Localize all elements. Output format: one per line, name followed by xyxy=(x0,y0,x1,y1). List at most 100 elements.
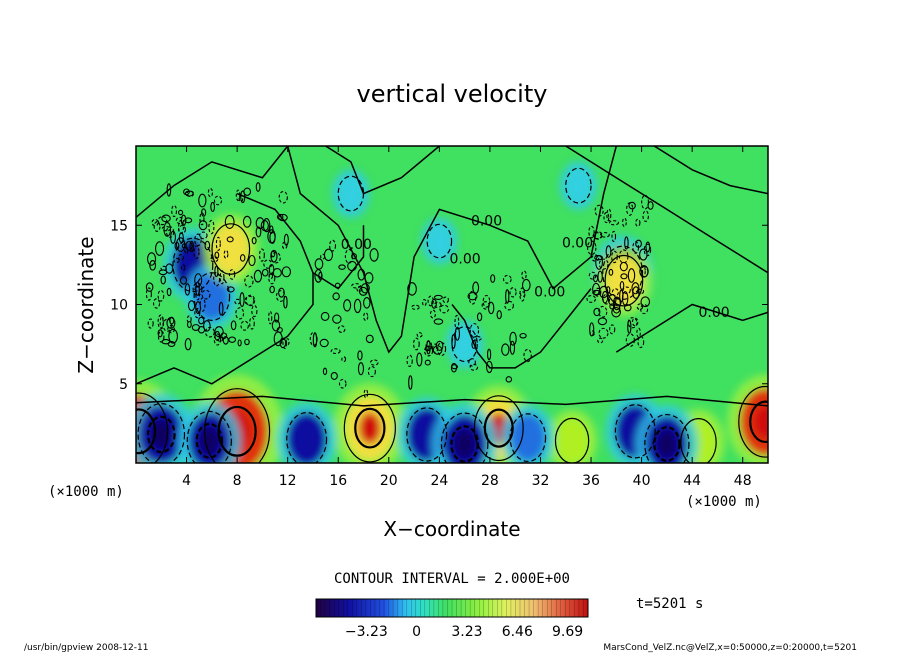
turbulence-contour xyxy=(181,243,187,249)
turbulence-contour xyxy=(166,183,172,197)
turbulence-contour xyxy=(347,260,357,272)
turbulence-contour xyxy=(270,249,278,263)
turbulence-contour xyxy=(199,297,206,312)
turbulence-contour xyxy=(424,359,431,366)
turbulence-contour xyxy=(344,248,354,264)
turbulence-contour xyxy=(509,331,517,346)
zero-contour-line xyxy=(136,395,768,407)
turbulence-contour xyxy=(235,307,245,320)
turbulence-contour xyxy=(213,195,223,206)
turbulence-contour xyxy=(611,230,617,243)
turbulence-contour xyxy=(426,340,431,355)
turbulence-contour xyxy=(636,288,645,295)
colorbar-ticks: −3.23 0 3.23 6.46 9.69 xyxy=(345,624,583,640)
contour-interval-label: CONTOUR INTERVAL = 2.000E+00 xyxy=(334,571,570,587)
contour-ring xyxy=(440,412,489,463)
turbulence-contour xyxy=(357,362,364,376)
turbulence-contour xyxy=(338,378,347,389)
turbulence-contour xyxy=(312,332,318,348)
turbulence-contour xyxy=(215,236,221,251)
y-tick-label: 15 xyxy=(110,218,128,234)
turbulence-contour xyxy=(519,332,527,339)
turbulence-contour xyxy=(173,257,180,264)
turbulence-contour xyxy=(204,240,211,251)
turbulence-contour xyxy=(220,332,228,340)
turbulence-contour xyxy=(201,208,207,217)
turbulence-contour xyxy=(267,229,276,244)
turbulence-contour xyxy=(145,287,152,301)
x-tick-label: 40 xyxy=(633,473,651,489)
turbulence-contour xyxy=(177,254,185,261)
heatmap-feature xyxy=(565,168,592,203)
y-tick-label: 10 xyxy=(110,298,128,314)
turbulence-contour xyxy=(191,324,201,331)
turbulence-contour xyxy=(472,335,482,341)
turbulence-contour xyxy=(226,236,234,243)
x-tick-label: 44 xyxy=(683,473,701,489)
turbulence-contour xyxy=(429,309,436,319)
turbulence-contour xyxy=(186,321,192,328)
contour-ring xyxy=(146,415,176,454)
turbulence-contour xyxy=(407,282,417,296)
turbulence-contour xyxy=(635,218,641,227)
contour-ring xyxy=(137,403,186,463)
turbulence-contour xyxy=(276,213,284,220)
turbulence-contour xyxy=(609,303,616,310)
x-tick-label: 28 xyxy=(481,473,499,489)
zero-contour-line xyxy=(312,225,365,290)
turbulence-contour xyxy=(283,295,288,309)
turbulence-contour xyxy=(605,245,612,258)
turbulence-contour xyxy=(598,258,609,270)
turbulence-contour xyxy=(611,307,622,318)
turbulence-contour xyxy=(628,201,636,210)
x-tick-label: 8 xyxy=(233,473,242,489)
turbulence-contour xyxy=(468,290,477,305)
turbulence-contour xyxy=(245,294,256,307)
turbulence-contour xyxy=(636,327,641,338)
turbulence-contour xyxy=(639,248,648,261)
turbulence-contour xyxy=(218,301,224,316)
turbulence-contour xyxy=(598,305,608,318)
turbulence-contour xyxy=(413,337,420,351)
contour-ring xyxy=(136,392,169,463)
zero-contour-line xyxy=(653,146,768,195)
turbulence-contour xyxy=(319,338,329,348)
turbulence-contour xyxy=(168,328,179,344)
turbulence-contour xyxy=(432,345,443,355)
turbulence-contour xyxy=(623,304,632,312)
turbulence-contour xyxy=(174,241,180,250)
turbulence-contour xyxy=(180,214,187,226)
contour-ring xyxy=(354,407,386,449)
turbulence-contour xyxy=(199,231,208,240)
turbulence-contour xyxy=(210,256,219,263)
turbulence-contour xyxy=(162,318,172,332)
contour-ring xyxy=(604,254,644,307)
turbulence-contour xyxy=(353,298,362,314)
turbulence-contour xyxy=(351,253,357,260)
turbulence-contour xyxy=(282,337,288,350)
turbulence-contour xyxy=(214,326,224,338)
turbulence-contour xyxy=(332,292,340,301)
turbulence-contour xyxy=(230,320,237,331)
turbulence-contour xyxy=(589,322,595,337)
turbulence-contour xyxy=(642,210,649,222)
x-tick-label: 32 xyxy=(532,473,550,489)
turbulence-contour xyxy=(193,245,200,260)
y-axis-label: Z−coordinate xyxy=(74,236,98,373)
x-tick-label: 20 xyxy=(380,473,398,489)
turbulence-contour xyxy=(213,271,221,287)
contour-ring xyxy=(614,404,656,459)
turbulence-contour xyxy=(249,316,255,330)
turbulence-contour xyxy=(592,232,603,240)
contour-ring xyxy=(136,408,157,455)
turbulence-contour xyxy=(330,348,341,355)
turbulence-contour xyxy=(437,342,447,357)
turbulence-contour xyxy=(242,215,252,228)
turbulence-contour xyxy=(178,225,186,235)
turbulence-contour xyxy=(521,278,531,292)
turbulence-contour xyxy=(281,266,292,278)
turbulence-contour xyxy=(608,268,614,276)
x-axis: 4 8 12 16 20 24 28 32 36 40 44 48 xyxy=(182,146,752,489)
footer-right: MarsCond_VelZ.nc@VelZ,x=0:50000,z=0:2000… xyxy=(603,643,857,653)
turbulence-contour xyxy=(263,259,273,269)
